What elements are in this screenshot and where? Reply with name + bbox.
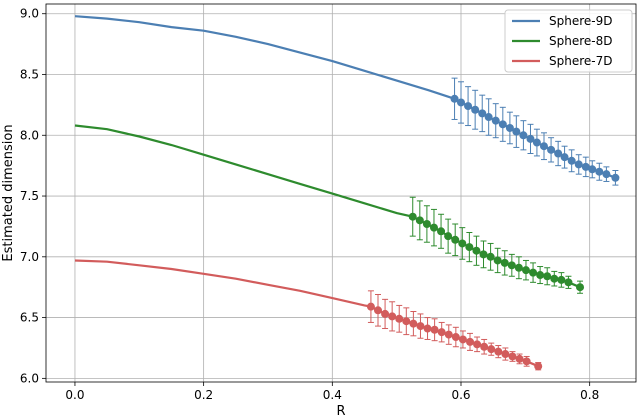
sphere-7d-point xyxy=(366,302,375,311)
legend-box xyxy=(504,9,633,73)
sphere-8d-point xyxy=(472,246,481,255)
x-tick-label: 0.0 xyxy=(65,388,84,402)
data-points xyxy=(366,94,620,371)
y-axis-ticks: 6.0 6.5 7.0 7.5 8.0 8.5 9.0 xyxy=(20,7,46,385)
y-axis-label: Estimated dimension xyxy=(1,124,16,261)
sphere-9d-point xyxy=(588,165,597,174)
sphere-7d-legend-label: Sphere-7D xyxy=(549,54,612,68)
sphere-9d-point xyxy=(581,162,590,171)
sphere-9d-point xyxy=(464,102,473,111)
sphere-7d-point xyxy=(458,335,467,344)
sphere-8d-point xyxy=(576,283,585,292)
sphere-8d-point xyxy=(437,227,446,236)
sphere-9d-point xyxy=(498,120,507,129)
sphere-9d-point xyxy=(595,167,604,176)
sphere-7d-point xyxy=(487,345,496,354)
sphere-9d-point xyxy=(491,116,500,125)
sphere-9d-point xyxy=(539,142,548,151)
sphere-8d-point xyxy=(493,256,502,265)
sphere-9d-point xyxy=(478,109,487,118)
sphere-8d-point xyxy=(479,250,488,259)
sphere-8d-point xyxy=(564,278,573,287)
x-tick-label: 0.2 xyxy=(194,388,213,402)
x-axis-ticks: 0.0 0.2 0.4 0.6 0.8 xyxy=(65,382,599,402)
sphere-9d-point xyxy=(611,173,620,182)
sphere-7d-point xyxy=(409,319,418,328)
sphere-8d-point xyxy=(429,223,438,232)
sphere-7d-point xyxy=(494,347,503,356)
sphere-9d-point xyxy=(519,131,528,140)
sphere-8d-point xyxy=(529,268,538,277)
sphere-9d-point xyxy=(532,138,541,147)
x-tick-label: 0.4 xyxy=(323,388,342,402)
sphere-8d-legend-label: Sphere-8D xyxy=(549,34,612,48)
sphere-7d-point xyxy=(451,333,460,342)
sphere-8d-point xyxy=(465,243,474,252)
sphere-8d-point xyxy=(536,271,545,280)
sphere-7d-point xyxy=(395,314,404,323)
sphere-8d-point xyxy=(486,252,495,261)
sphere-7d-point xyxy=(373,306,382,315)
sphere-8d-point xyxy=(557,275,566,284)
sphere-8d-point xyxy=(500,258,509,267)
sphere-9d-point xyxy=(567,156,576,165)
sphere-7d-point xyxy=(437,328,446,337)
y-tick-label: 7.5 xyxy=(20,189,39,203)
y-tick-label: 9.0 xyxy=(20,7,39,21)
sphere-8d-point xyxy=(514,263,523,272)
sphere-7d-point xyxy=(416,322,425,331)
y-tick-label: 7.0 xyxy=(20,250,39,264)
sphere-7d-point xyxy=(430,325,439,334)
sphere-9d-point xyxy=(574,160,583,169)
sphere-8d-point xyxy=(408,212,417,221)
sphere-7d-point xyxy=(381,309,390,318)
sphere-9d-point xyxy=(554,149,563,158)
sphere-7d-point xyxy=(402,317,411,326)
sphere-8d-point xyxy=(451,235,460,244)
sphere-7d-point xyxy=(388,312,397,321)
sphere-9d-point xyxy=(526,134,535,143)
sphere-9d-point xyxy=(484,113,493,122)
sphere-7d-point xyxy=(423,324,432,333)
sphere-9d-legend-label: Sphere-9D xyxy=(549,14,612,28)
sphere-7d-point xyxy=(508,352,517,361)
sphere-8d-point xyxy=(550,274,559,283)
x-tick-label: 0.8 xyxy=(580,388,599,402)
sphere-8d-point xyxy=(458,239,467,248)
sphere-7d-point xyxy=(515,354,524,363)
sphere-9d-point xyxy=(512,127,521,136)
sphere-8d-point xyxy=(422,219,431,228)
sphere-9d-point xyxy=(456,98,465,107)
plot-frame xyxy=(45,3,637,383)
x-tick-label: 0.6 xyxy=(451,388,470,402)
sphere-9d-point xyxy=(505,123,514,132)
sphere-9d-point xyxy=(602,170,611,179)
sphere-7d-point xyxy=(522,357,531,366)
legend: Sphere-9D Sphere-8D Sphere-7D xyxy=(504,9,633,73)
y-tick-label: 6.0 xyxy=(20,371,39,385)
sphere-9d-point xyxy=(547,145,556,154)
sphere-7d-point xyxy=(466,337,475,346)
sphere-8d-point xyxy=(543,272,552,281)
sphere-8d-point xyxy=(507,261,516,270)
y-tick-label: 8.5 xyxy=(20,67,39,81)
sphere-8d-point xyxy=(444,232,453,241)
sphere-7d-point xyxy=(444,330,453,339)
sphere-8d-point xyxy=(521,266,530,275)
sphere-7d-point xyxy=(480,342,489,351)
y-tick-label: 8.0 xyxy=(20,128,39,142)
y-tick-label: 6.5 xyxy=(20,311,39,325)
sphere-9d-point xyxy=(450,94,459,103)
sphere-8d-point xyxy=(415,216,424,225)
x-axis-label: R xyxy=(336,404,345,419)
sphere-9d-point xyxy=(471,105,480,114)
sphere-7d-point xyxy=(501,350,510,359)
sphere-9d-point xyxy=(560,153,569,162)
sphere-7d-point xyxy=(473,340,482,349)
sphere-7d-point xyxy=(534,362,543,371)
